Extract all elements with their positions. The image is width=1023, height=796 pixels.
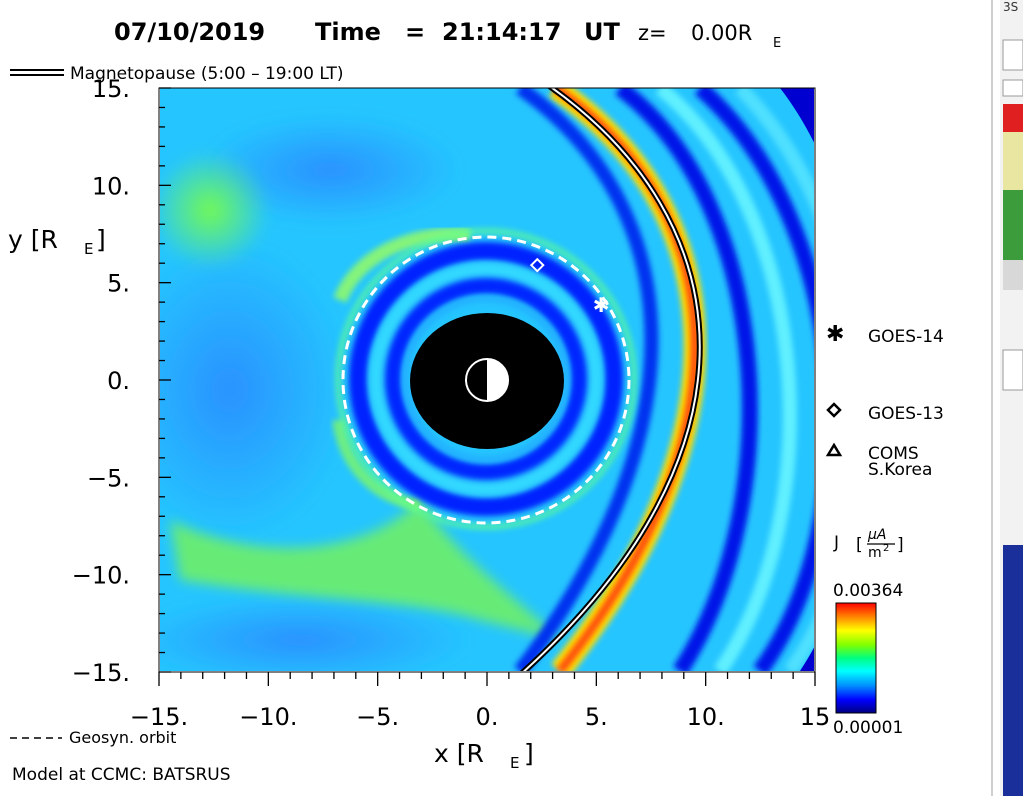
y-axis-label-subscript: E: [84, 240, 93, 258]
y-tick-label: 0.: [107, 367, 130, 395]
ring-cyan-middle: [370, 263, 602, 495]
lower-green-band: [170, 500, 560, 640]
goes14-legend-marker: ✱: [826, 322, 844, 347]
coms-legend-marker: [825, 442, 843, 457]
title-time: 21:14:17: [442, 18, 561, 46]
axes: −15. −10. −5. 0. 5. 10. 15 15. 10. 5. 0. −5. −10. −15…: [72, 75, 831, 731]
colorbar: J [ µA m 2 ] 0.00364 0.00001: [833, 527, 904, 738]
ring-blue-outer: [349, 242, 623, 516]
ring-cyan-inner: [403, 296, 569, 462]
colorbar-gradient: [835, 602, 877, 714]
x-tick-label: 10.: [687, 703, 725, 731]
left-blue-region: [160, 240, 350, 540]
outer-cyan-band-4: [735, 88, 814, 671]
ring-green: [335, 228, 637, 530]
x-axis-label: x [R: [434, 739, 484, 768]
outer-cyan-band-3: [655, 88, 797, 671]
y-tick-label: 10.: [92, 172, 130, 200]
y-tick-label: 5.: [107, 270, 130, 298]
magnetopause-legend: Magnetopause (5:00 – 19:00 LT): [10, 64, 344, 84]
inner-blue-band-1: [514, 88, 659, 671]
colorbar-unit-denominator: m: [868, 545, 882, 561]
x-tick-label: 15: [800, 703, 831, 731]
x-axis-label-subscript: E: [510, 754, 519, 772]
earth-icon: [465, 358, 509, 402]
satellite-legend: ✱ GOES-14 GOES-13 COMS S.Korea: [825, 322, 944, 480]
magnetopause-legend-label: Magnetopause (5:00 – 19:00 LT): [70, 64, 344, 84]
y-tick-label: 15.: [92, 75, 130, 103]
lower-blue-region: [160, 595, 470, 671]
geosyn-legend-label: Geosyn. orbit: [69, 728, 176, 747]
goes14-legend-label: GOES-14: [868, 327, 944, 347]
background-window-strip: 3S: [991, 0, 1023, 796]
outer-blue-band-4: [694, 88, 814, 671]
title-equals: =: [405, 18, 425, 46]
colorbar-unit-exponent: 2: [883, 543, 889, 554]
plot-area: ✱: [160, 88, 814, 671]
y-axis-label: y [R: [8, 225, 58, 254]
x-tick-label: 5.: [585, 703, 608, 731]
y-axis-label-bracket: ]: [96, 225, 106, 254]
x-axis-label-bracket: ]: [524, 739, 534, 768]
x-tick-label: −15.: [130, 703, 188, 731]
coms-legend-label-2: S.Korea: [868, 460, 932, 480]
y-tick-label: −10.: [72, 562, 130, 590]
geosynchronous-orbit: [341, 235, 631, 525]
title-z-subscript: E: [773, 36, 781, 51]
colorbar-min-label: 0.00001: [833, 718, 903, 738]
x-tick-label: −10.: [239, 703, 297, 731]
y-tick-label: −15.: [72, 659, 130, 687]
magnetopause-line-white: [522, 88, 701, 671]
title-date: 07/10/2019: [114, 18, 265, 46]
goes13-legend-label: GOES-13: [868, 404, 944, 424]
x-tick-label: 0.: [476, 703, 499, 731]
coms-legend-label: COMS: [868, 444, 919, 464]
ring-blue-inner: [385, 278, 587, 480]
title-ut: UT: [584, 18, 620, 46]
goes13-marker: [529, 257, 545, 273]
model-label: Model at CCMC: BATSRUS: [12, 765, 231, 785]
goes13-legend-marker: [826, 402, 842, 418]
title-z-label: z=: [638, 21, 667, 45]
colorbar-max-label: 0.00364: [833, 581, 903, 601]
strip-text-fragment: 3S: [1003, 0, 1018, 14]
colorbar-unit-numerator: µA: [867, 527, 886, 543]
outer-blue-band-3: [615, 88, 758, 671]
colorbar-unit-close: ]: [897, 535, 904, 555]
y-tick-label: −5.: [87, 464, 130, 492]
x-tick-label: −5.: [356, 703, 399, 731]
title-time-label: Time: [315, 18, 381, 46]
colorbar-unit-open: [: [856, 535, 863, 555]
colorbar-label: J: [833, 533, 839, 553]
goes14-marker: ✱: [593, 293, 610, 317]
upper-left-green-band: [160, 150, 270, 270]
title-z-value: 0.00R: [691, 21, 752, 45]
